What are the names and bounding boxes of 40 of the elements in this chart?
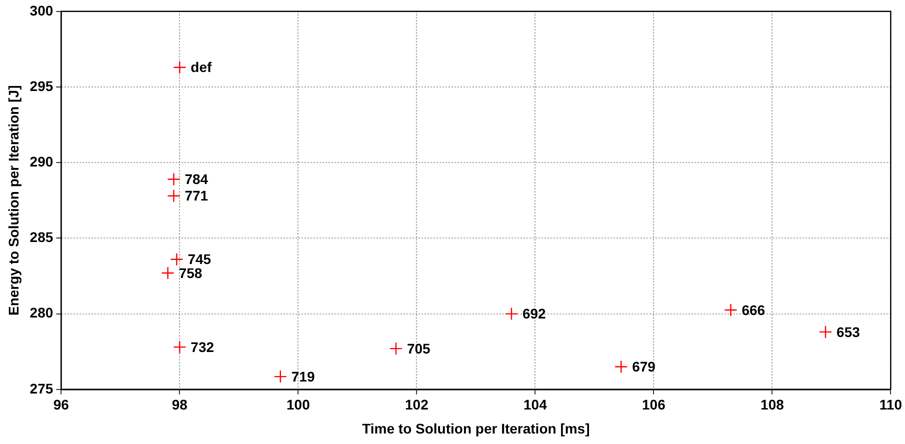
point xyxy=(167,189,180,202)
annotation: 784 xyxy=(184,171,208,188)
point xyxy=(614,360,628,374)
point xyxy=(170,252,184,266)
y-axis-title: Energy to Solution per Iteration [J] xyxy=(5,85,22,316)
point xyxy=(167,172,180,186)
point xyxy=(161,266,174,280)
annotation: 666 xyxy=(742,302,766,318)
point xyxy=(173,60,186,74)
y-tick-label: 285 xyxy=(30,229,54,246)
annotation: 653 xyxy=(836,324,860,340)
point xyxy=(724,303,738,317)
point xyxy=(274,370,287,384)
point xyxy=(504,307,518,320)
y-tick-label: 290 xyxy=(30,153,54,170)
annotation: 719 xyxy=(291,368,315,384)
x-tick-label: 106 xyxy=(642,396,666,413)
annotation: def xyxy=(190,59,212,76)
x-tick-label: 110 xyxy=(879,396,902,413)
y-tick-label: 300 xyxy=(30,2,54,18)
annotation: 758 xyxy=(178,264,202,281)
x-tick-label: 98 xyxy=(172,396,188,413)
annotation: 679 xyxy=(632,358,656,375)
y-tick-label: 275 xyxy=(30,380,54,396)
x-tick-label: 104 xyxy=(524,396,548,413)
x-tick-label: 96 xyxy=(53,396,70,413)
x-axis-title: Time to Solution per Iteration [ms] xyxy=(362,420,590,436)
x-tick-label: 108 xyxy=(760,396,784,413)
point xyxy=(173,340,186,354)
x-tick-label: 100 xyxy=(286,396,310,413)
annotation: 771 xyxy=(184,188,208,204)
annotation: 705 xyxy=(406,340,431,356)
annotation: 692 xyxy=(522,306,546,322)
annotation: 745 xyxy=(188,251,212,268)
y-tick-label: 280 xyxy=(30,304,54,321)
point xyxy=(389,342,403,356)
annotation: 732 xyxy=(190,338,214,355)
x-tick-label: 102 xyxy=(405,396,429,413)
y-tick-label: 295 xyxy=(30,78,54,94)
point xyxy=(818,325,832,339)
